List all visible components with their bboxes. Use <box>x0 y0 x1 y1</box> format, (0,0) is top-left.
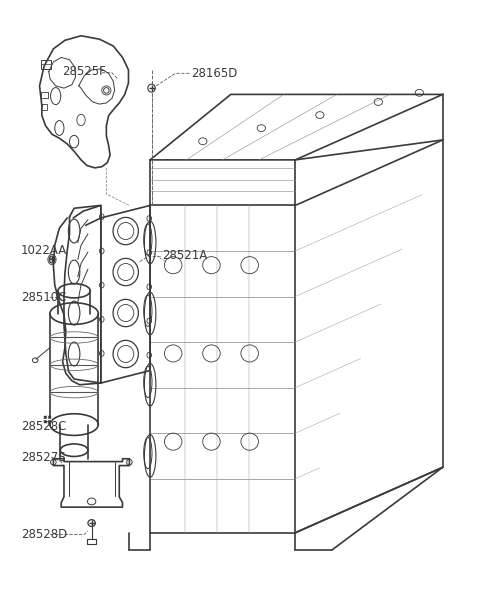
Text: 28528C: 28528C <box>21 420 67 433</box>
Bar <box>41 91 48 98</box>
Text: 28521A: 28521A <box>162 249 207 262</box>
Text: 28165D: 28165D <box>192 67 238 80</box>
Bar <box>41 60 51 69</box>
Text: 28510C: 28510C <box>21 291 67 304</box>
Text: 28525F: 28525F <box>62 65 107 78</box>
Text: 1022AA: 1022AA <box>21 244 67 257</box>
Text: 28527S: 28527S <box>21 451 66 464</box>
Bar <box>41 104 48 110</box>
Text: 28528D: 28528D <box>21 528 67 541</box>
